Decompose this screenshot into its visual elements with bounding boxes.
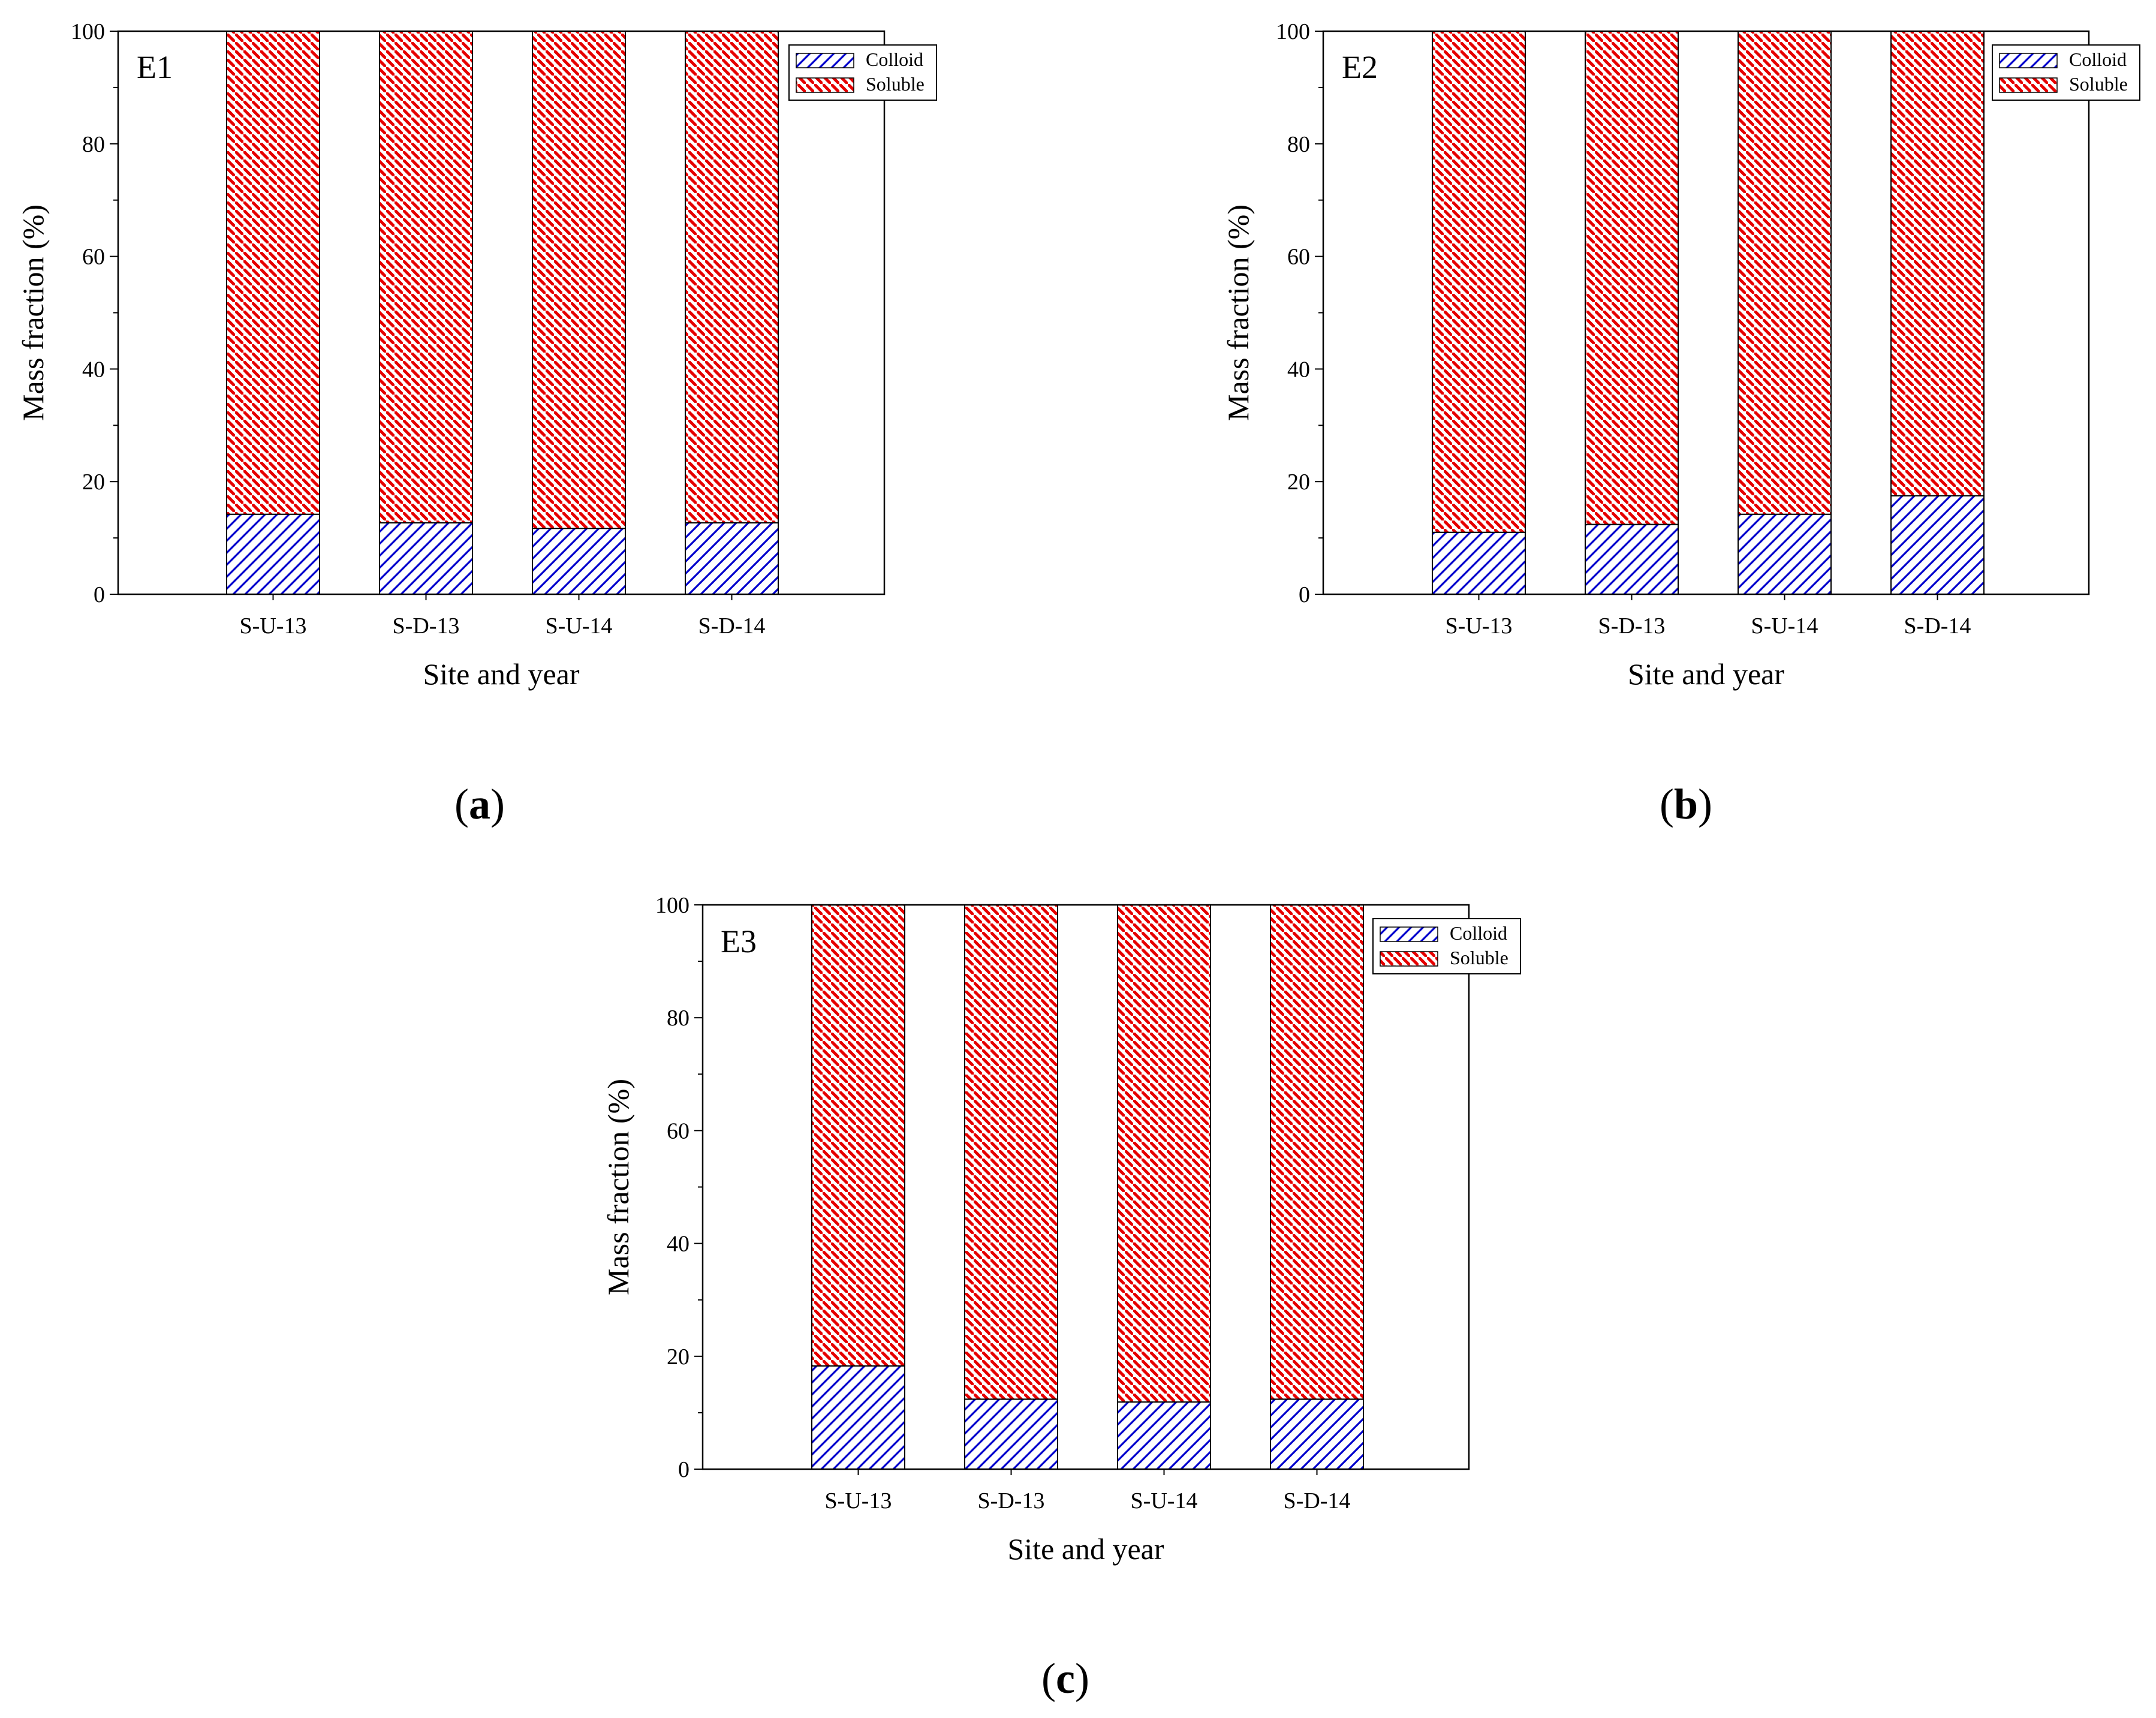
chart-panel-e1: S-U-13 S-D-13 S-U-14 S-D-14 0 20 40 60 80 100 Site… <box>16 19 937 691</box>
bar-soluble-s-d-14 <box>685 31 779 523</box>
y-tick-label: 0 <box>678 1457 689 1482</box>
x-tick-label: S-D-13 <box>1598 613 1666 639</box>
bar-colloid-s-u-14 <box>532 528 626 595</box>
legend-label-colloid: Colloid <box>866 49 923 70</box>
y-tick-label: 100 <box>655 893 689 918</box>
y-axis-title: Mass fraction (%) <box>601 1079 635 1295</box>
x-tick-label: S-D-13 <box>978 1488 1045 1514</box>
bar-soluble-s-u-13 <box>226 31 320 515</box>
bar-colloid-s-d-14 <box>1890 495 1985 595</box>
legend-swatch-soluble <box>796 77 854 93</box>
bar-colloid-s-u-14 <box>1117 1401 1211 1470</box>
bar-colloid-s-d-14 <box>1270 1398 1364 1470</box>
bar-soluble-s-d-14 <box>1270 904 1364 1400</box>
caption-letter-b: b <box>1673 780 1699 828</box>
bar-soluble-s-d-13 <box>1585 31 1679 525</box>
y-axis-title: Mass fraction (%) <box>1221 204 1255 421</box>
x-axis-title: Site and year <box>1628 657 1784 691</box>
bar-colloid-s-u-13 <box>1432 531 1526 595</box>
y-tick-label: 80 <box>1287 132 1310 157</box>
x-tick-label: S-D-14 <box>1284 1488 1351 1514</box>
legend-label-soluble: Soluble <box>866 73 925 95</box>
y-tick-label: 100 <box>1276 19 1310 44</box>
panel-title: E3 <box>721 923 757 959</box>
chart-panel-e3: S-U-13 S-D-13 S-U-14 S-D-14 0 20 40 60 80 100 Site… <box>601 893 1521 1566</box>
y-tick-label: 60 <box>1287 245 1310 270</box>
caption-letter-c: c <box>1056 1654 1075 1702</box>
legend-label-soluble: Soluble <box>2069 73 2128 95</box>
bar-soluble-s-u-14 <box>1738 31 1832 515</box>
bar-soluble-s-d-13 <box>379 31 473 523</box>
y-tick-label: 100 <box>71 19 105 44</box>
x-tick-label: S-D-14 <box>1904 613 1971 639</box>
bar-colloid-s-d-13 <box>964 1398 1058 1470</box>
y-tick-label: 0 <box>94 582 105 607</box>
x-axis-title: Site and year <box>423 657 579 691</box>
y-tick-label: 40 <box>82 357 105 382</box>
bar-soluble-s-u-13 <box>1432 31 1526 533</box>
legend-label-colloid: Colloid <box>1450 922 1507 944</box>
legend: Colloid Soluble <box>1372 918 1521 974</box>
panel-title: E1 <box>137 49 173 85</box>
x-tick-label: S-U-14 <box>546 613 613 639</box>
legend-label-soluble: Soluble <box>1450 947 1508 968</box>
y-tick-label: 20 <box>82 470 105 495</box>
y-tick-label: 20 <box>667 1344 689 1370</box>
y-tick-label: 40 <box>1287 357 1310 382</box>
bar-colloid-s-d-13 <box>1585 523 1679 595</box>
bar-soluble-s-d-14 <box>1890 31 1985 497</box>
caption-letter-a: a <box>469 780 490 828</box>
bar-colloid-s-u-14 <box>1738 513 1832 595</box>
y-tick-label: 60 <box>82 245 105 270</box>
y-tick-label: 80 <box>667 1006 689 1031</box>
x-tick-label: S-D-14 <box>698 613 766 639</box>
x-tick-label: S-U-13 <box>825 1488 892 1514</box>
y-axis-title: Mass fraction (%) <box>16 204 50 421</box>
legend-swatch-colloid <box>796 53 854 68</box>
x-tick-label: S-U-13 <box>1446 613 1513 639</box>
legend-swatch-colloid <box>1999 53 2058 68</box>
caption-c: (c) <box>1041 1654 1089 1702</box>
x-tick-label: S-U-14 <box>1751 613 1818 639</box>
legend-swatch-soluble <box>1380 951 1438 967</box>
bar-soluble-s-u-13 <box>811 904 905 1367</box>
bar-soluble-s-u-14 <box>1117 904 1211 1403</box>
y-tick-label: 80 <box>82 132 105 157</box>
legend-label-colloid: Colloid <box>2069 49 2127 70</box>
y-tick-label: 40 <box>667 1232 689 1257</box>
caption-b: (b) <box>1659 780 1713 828</box>
legend-swatch-colloid <box>1380 926 1438 942</box>
x-tick-label: S-U-13 <box>240 613 307 639</box>
y-tick-label: 0 <box>1299 582 1310 607</box>
bar-soluble-s-d-13 <box>964 904 1058 1400</box>
x-tick-label: S-D-13 <box>393 613 460 639</box>
bar-colloid-s-u-13 <box>226 513 320 595</box>
bar-colloid-s-u-13 <box>811 1365 905 1470</box>
chart-panel-e2: S-U-13 S-D-13 S-U-14 S-D-14 0 20 40 60 80 100 Site… <box>1221 19 2140 691</box>
y-tick-label: 20 <box>1287 470 1310 495</box>
bar-colloid-s-d-14 <box>685 522 779 595</box>
legend: Colloid Soluble <box>788 44 937 101</box>
x-axis-title: Site and year <box>1007 1532 1164 1566</box>
x-tick-label: S-U-14 <box>1131 1488 1198 1514</box>
bar-colloid-s-d-13 <box>379 522 473 595</box>
bar-soluble-s-u-14 <box>532 31 626 529</box>
panel-title: E2 <box>1342 49 1378 85</box>
caption-a: (a) <box>454 780 505 828</box>
legend-swatch-soluble <box>1999 77 2058 93</box>
legend: Colloid Soluble <box>1992 44 2140 101</box>
y-tick-label: 60 <box>667 1118 689 1144</box>
